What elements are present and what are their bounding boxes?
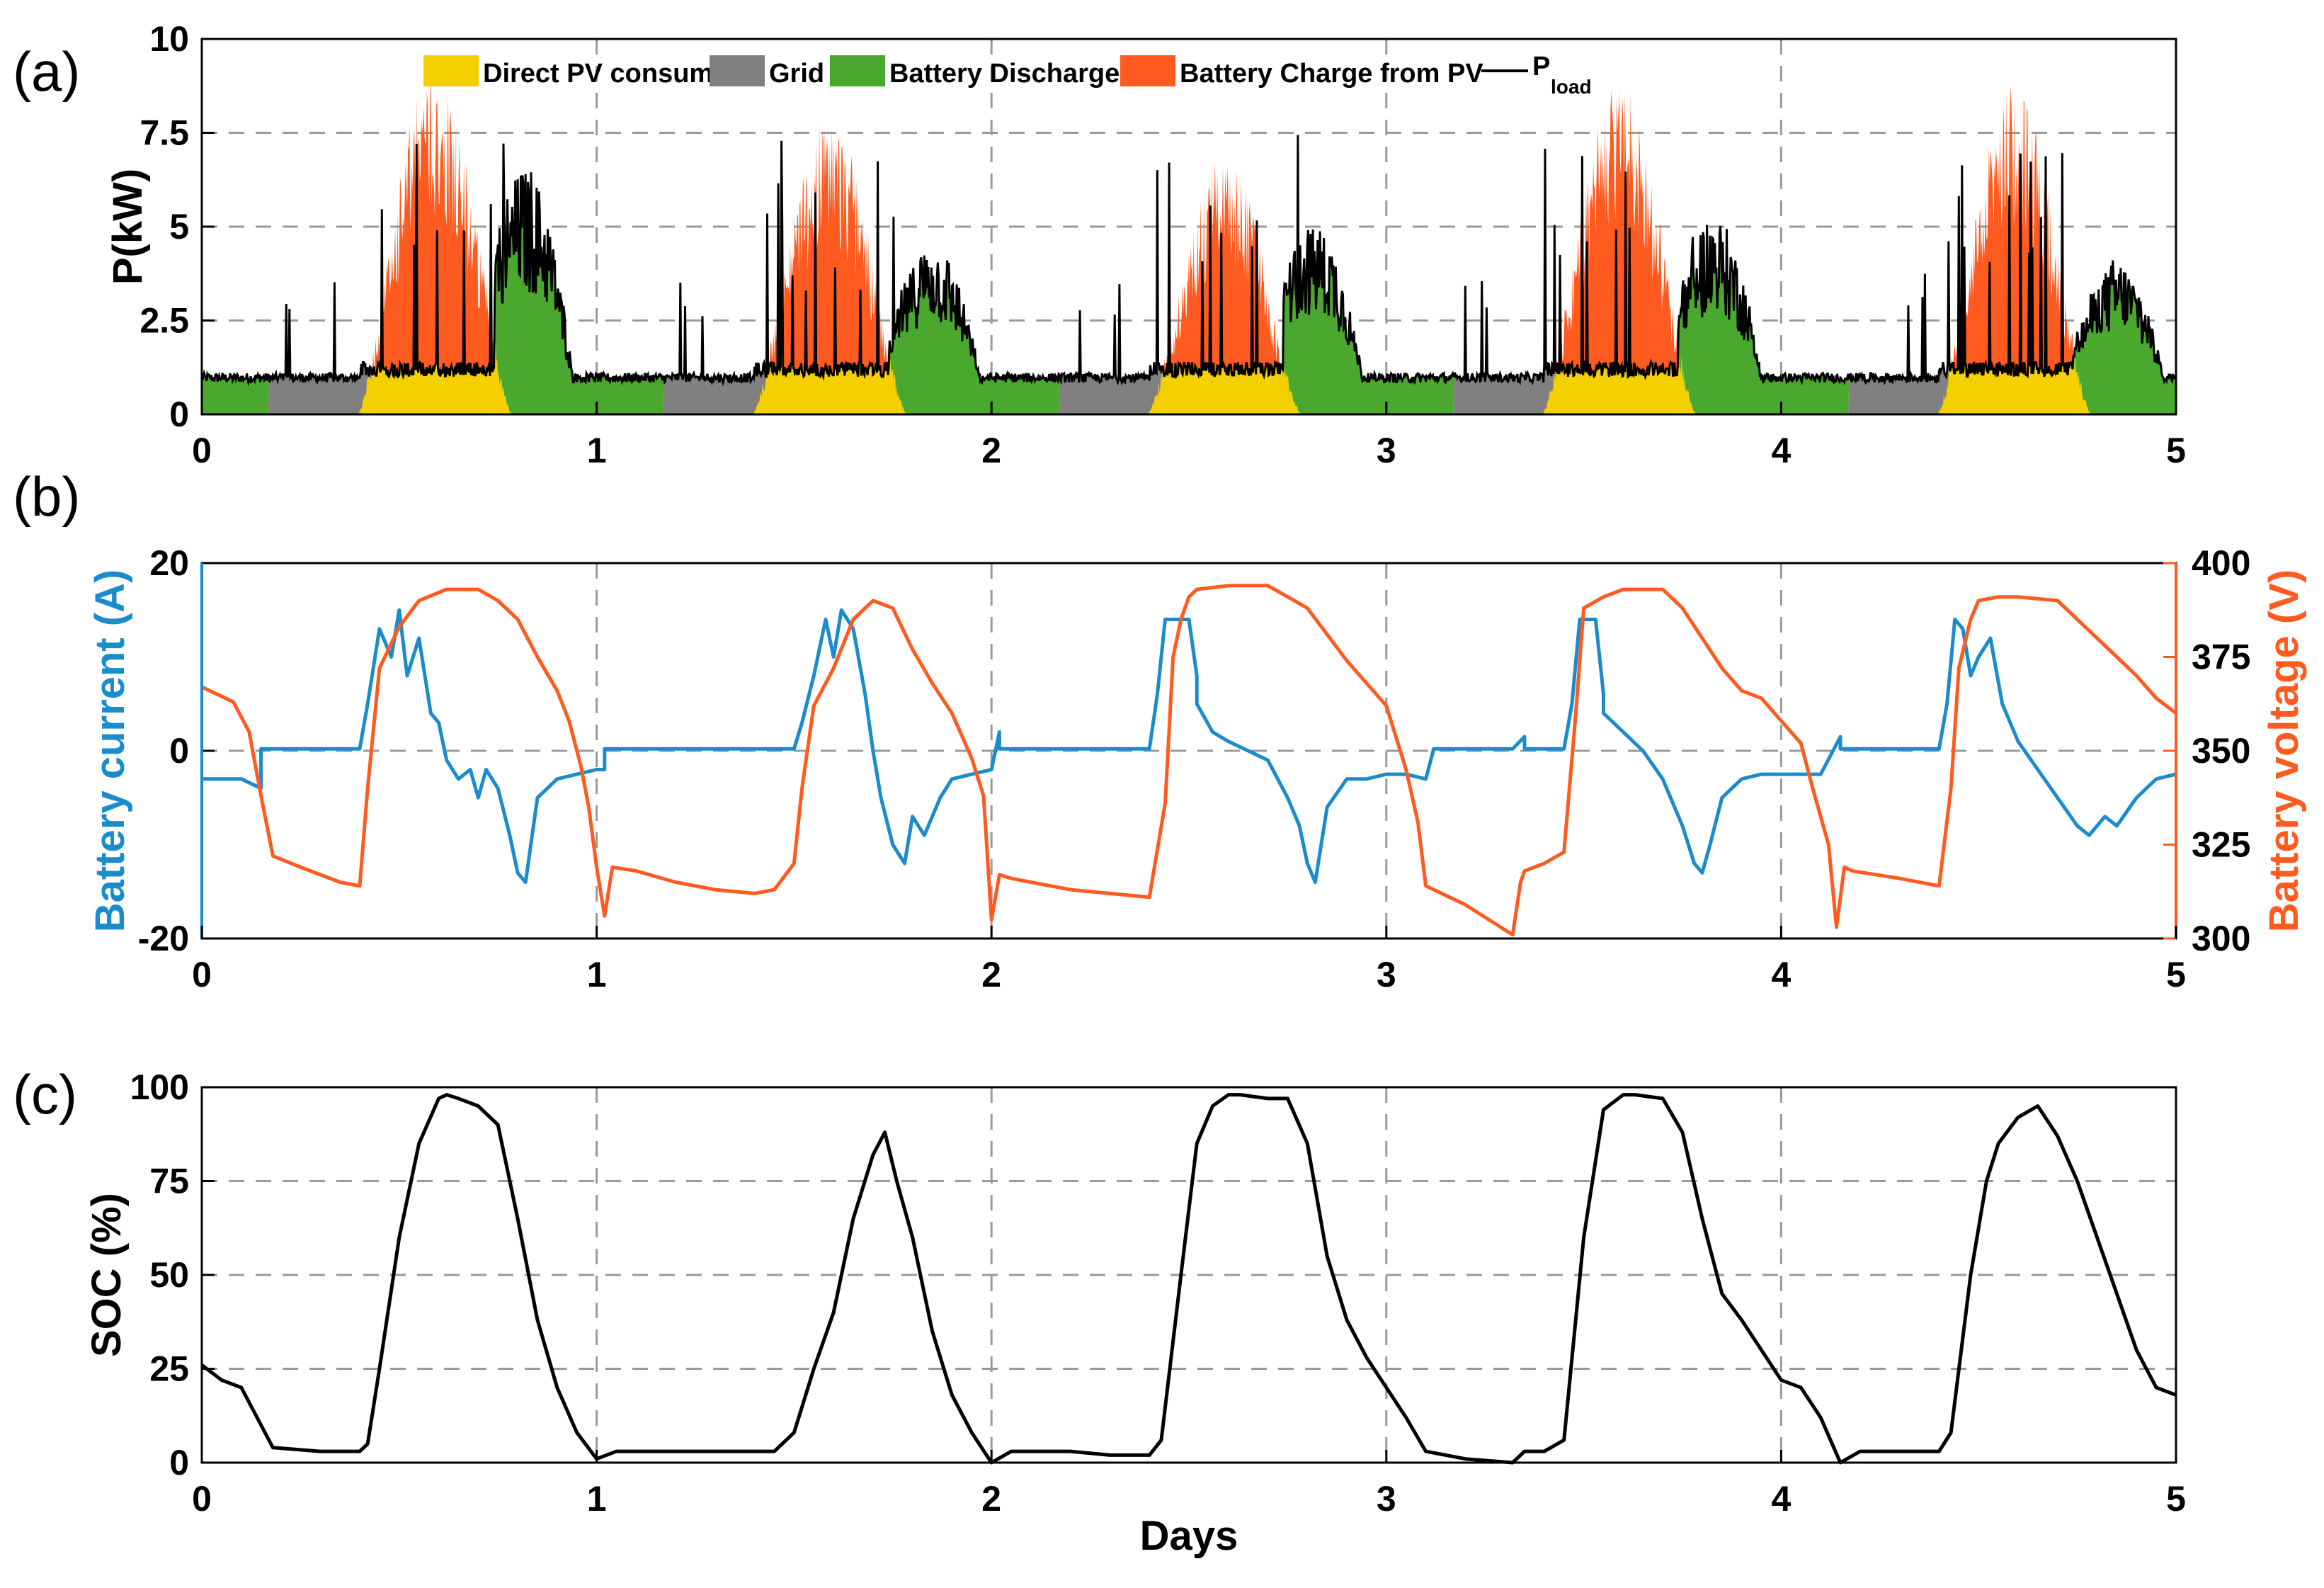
legend-charge: Battery Charge from PV [1180,59,1483,89]
xtick-label: 3 [1377,955,1396,994]
xtick-label: 1 [587,431,607,470]
ytick-label: 7.5 [139,113,189,153]
ytick-right-label: 350 [2192,731,2250,771]
ytick-label: 0 [169,1443,189,1482]
legend-swatch-charge [1120,55,1175,86]
area-battery-charge [202,68,2176,382]
panel-c-gridlines [202,1087,2176,1463]
panel-b-label: (b) [13,465,80,528]
xtick-label: 3 [1377,1479,1396,1519]
ytick-right-label: 375 [2192,637,2250,677]
series-soc [200,1093,2177,1465]
legend-pv-direct: Direct PV consum [483,59,713,89]
legend-swatch-grid [710,55,765,86]
panel-a-legend: Direct PV consum Grid Battery Discharge … [423,52,1592,98]
panel-b-ylabel-left: Battery current (A) [87,569,133,932]
panel-c-xticks: 0 1 2 3 4 5 [192,1450,2186,1519]
panel-b-yticks-left: -20 0 20 [138,543,215,958]
ytick-label: 25 [149,1349,189,1389]
series-battery-current [202,608,2177,884]
legend-discharge: Battery Discharge [889,59,1120,89]
panel-a-xticks: 0 1 2 3 4 5 [192,402,2186,470]
ytick-label: 10 [149,19,189,59]
area-battery-discharge [202,135,2176,414]
xtick-label: 2 [981,1479,1001,1519]
xtick-label: 0 [192,431,212,470]
xtick-label: 4 [1771,1479,1791,1519]
ytick-label: 0 [169,731,189,771]
xtick-label: 0 [192,955,212,994]
ytick-label: 100 [130,1067,189,1107]
panel-b-gridlines [202,563,2176,938]
legend-load: P [1532,52,1550,81]
panel-b-ylabel-right: Battery voltage (V) [2261,569,2307,932]
legend-grid: Grid [769,59,824,89]
panel-c-xlabel: Days [1140,1513,1238,1559]
xtick-label: 2 [981,431,1001,470]
ytick-label: 50 [149,1255,189,1295]
xtick-label: 5 [2166,1479,2186,1519]
panel-c: (c) 0 25 50 75 100 0 1 2 3 4 5 SOC (%) Days [13,1063,2186,1559]
panel-c-yticks: 0 25 50 75 100 [130,1067,215,1482]
xtick-label: 1 [587,955,607,994]
ytick-right-label: 300 [2192,919,2250,958]
xtick-label: 4 [1771,955,1791,994]
panel-b-lines [200,584,2177,937]
panel-a-areas [202,68,2176,415]
legend-load-subscript: load [1551,76,1592,98]
ytick-label: 75 [149,1162,189,1201]
panel-a: (a) 0 2.5 5 7.5 10 0 1 2 3 4 5 P(kW) Direct PV co… [13,19,2186,470]
ytick-label: 5 [169,207,189,246]
series-load [200,135,2177,387]
ytick-label: 0 [169,395,189,434]
ytick-label: 2.5 [139,301,189,341]
xtick-label: 0 [192,1479,212,1519]
ytick-label: 20 [149,543,189,583]
series-battery-voltage [200,584,2177,937]
panel-b-yticks-right: 300 325 350 375 400 [200,543,2250,958]
panel-c-label: (c) [13,1063,77,1125]
panel-a-yticks: 0 2.5 5 7.5 10 [139,19,215,434]
ytick-label: -20 [138,919,189,958]
panel-a-ylabel: P(kW) [105,169,151,285]
xtick-label: 4 [1771,431,1791,470]
xtick-label: 1 [587,1479,607,1519]
ytick-right-label: 400 [2192,543,2250,583]
xtick-label: 5 [2166,431,2186,470]
panel-a-label: (a) [13,40,80,103]
panel-a-load-line [200,135,2177,387]
panel-b-xticks: 0 1 2 3 4 5 [192,926,2186,994]
xtick-label: 5 [2166,955,2186,994]
xtick-label: 3 [1377,431,1396,470]
area-direct-pv [202,144,2176,414]
legend-swatch-discharge [830,55,885,86]
ytick-right-label: 325 [2192,825,2250,865]
legend-swatch-pv-direct [423,55,479,86]
panel-c-ylabel: SOC (%) [84,1193,130,1357]
xtick-label: 2 [981,955,1001,994]
